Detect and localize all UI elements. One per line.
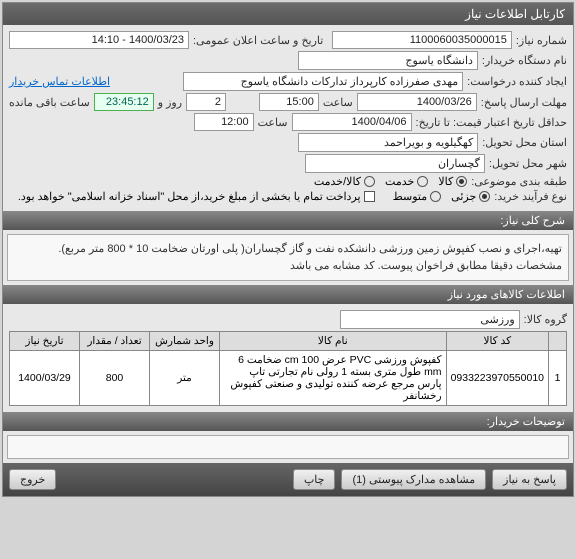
pub-date-label: تاریخ و ساعت اعلان عمومی: [193,34,323,47]
province-label: استان محل تحویل: [482,136,567,149]
process-radio-group: جزئی متوسط پرداخت تمام یا بخشی از مبلغ خ… [18,190,490,203]
cell-idx: 1 [549,351,567,406]
creator-label: ایجاد کننده درخواست: [467,75,567,88]
creator-field: مهدی صفرزاده کارپرداز تدارکات دانشگاه یا… [183,72,463,91]
budget-radio-group: کالا خدمت کالا/خدمت [314,175,467,188]
desc-header: شرح کلی نیاز: [3,211,573,230]
check-treasury[interactable]: پرداخت تمام یا بخشی از مبلغ خرید،از محل … [18,190,375,203]
time-label-2: ساعت [258,116,288,129]
org-field: دانشگاه یاسوج [298,51,478,70]
city-field: گچساران [305,154,485,173]
time-label-1: ساعت [323,96,353,109]
items-table: کد کالا نام کالا واحد شمارش تعداد / مقدا… [9,331,567,406]
radio-service-label: خدمت [385,175,414,188]
deadline-send-label: مهلت ارسال پاسخ: [481,96,567,109]
col-qty: تعداد / مقدار [80,332,150,351]
radio-low[interactable]: جزئی [451,190,490,203]
group-field: ورزشی [340,310,520,329]
window: کارتابل اطلاعات نیاز شماره نیاز: 1100060… [2,2,574,497]
city-label: شهر محل تحویل: [489,157,567,170]
deadline-send-time: 15:00 [259,93,319,111]
price-valid-date: 1400/04/06 [292,113,412,131]
cell-name: کفپوش ورزشی PVC عرض 100 cm ضخامت 6 mm طو… [220,351,447,406]
radio-both[interactable]: کالا/خدمت [314,175,375,188]
pub-date-field: 1400/03/23 - 14:10 [9,31,189,49]
countdown-field: 23:45:12 [94,93,154,111]
radio-med[interactable]: متوسط [393,190,442,203]
price-valid-time: 12:00 [194,113,254,131]
items-section: گروه کالا: ورزشی کد کالا نام کالا واحد ش… [3,304,573,410]
price-valid-label: حداقل تاریخ اعتبار قیمت: تا تاریخ: [416,116,567,129]
col-need-date: تاریخ نیاز [10,332,80,351]
col-unit: واحد شمارش [150,332,220,351]
province-field: کهگیلویه و بویراحمد [298,133,478,152]
cell-qty: 800 [80,351,150,406]
days-label: روز و [158,96,182,109]
budget-label: طبقه بندی موضوعی: [471,175,567,188]
title-bar: کارتابل اطلاعات نیاز [3,3,573,25]
radio-both-label: کالا/خدمت [314,175,361,188]
radio-med-label: متوسط [393,190,428,203]
print-button[interactable]: چاپ [293,469,336,490]
org-label: نام دستگاه خریدار: [482,54,567,67]
top-section: شماره نیاز: 1100060035000015 تاریخ و ساع… [3,25,573,209]
window-title: کارتابل اطلاعات نیاز [465,7,565,21]
col-name: نام کالا [220,332,447,351]
group-label: گروه کالا: [524,313,567,326]
need-no-field: 1100060035000015 [332,31,512,49]
desc-text: تهیه،اجرای و نصب کفپوش زمین ورزشی دانشکد… [7,234,569,281]
footer-bar: پاسخ به نیاز مشاهده مدارک پیوستی (1) چاپ… [3,463,573,496]
countdown-note: ساعت باقی مانده [9,96,90,109]
col-code: کد کالا [446,332,548,351]
radio-service[interactable]: خدمت [385,175,428,188]
process-label: نوع فرآیند خرید: [494,190,567,203]
buyer-contact-link[interactable]: اطلاعات تماس خریدار [9,75,110,88]
table-row[interactable]: 1 0933223970550010 کفپوش ورزشی PVC عرض 1… [10,351,567,406]
cell-unit: متر [150,351,220,406]
check-treasury-label: پرداخت تمام یا بخشی از مبلغ خرید،از محل … [18,190,361,203]
radio-goods-label: کالا [438,175,453,188]
buyer-note-box [7,435,569,459]
cell-code: 0933223970550010 [446,351,548,406]
cell-need-date: 1400/03/29 [10,351,80,406]
col-idx [549,332,567,351]
reply-button[interactable]: پاسخ به نیاز [492,469,567,490]
close-button[interactable]: خروج [9,469,56,490]
days-field: 2 [186,93,226,111]
radio-low-label: جزئی [451,190,476,203]
items-header: اطلاعات کالاهای مورد نیاز [3,285,573,304]
table-header-row: کد کالا نام کالا واحد شمارش تعداد / مقدا… [10,332,567,351]
attachments-button[interactable]: مشاهده مدارک پیوستی (1) [341,469,486,490]
need-no-label: شماره نیاز: [516,34,567,47]
deadline-send-date: 1400/03/26 [357,93,477,111]
buyer-note-header: توضیحات خریدار: [3,412,573,431]
radio-goods[interactable]: کالا [438,175,467,188]
